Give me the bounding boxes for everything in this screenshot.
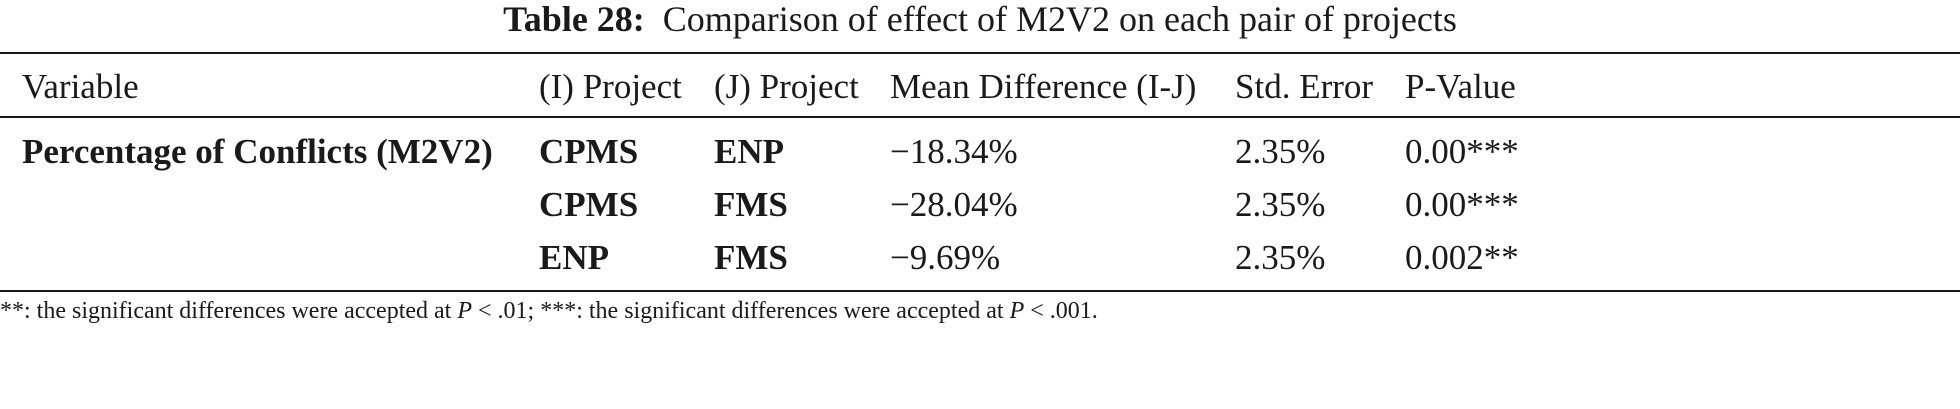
row-std-error: 2.35% bbox=[1235, 185, 1326, 224]
footnote-p-symbol-2: P bbox=[1009, 298, 1025, 324]
header-p-value: P-Value bbox=[1405, 67, 1516, 106]
header-variable: Variable bbox=[22, 67, 139, 106]
row-std-error: 2.35% bbox=[1235, 132, 1326, 171]
row-p-value: 0.00*** bbox=[1405, 132, 1519, 171]
row-p-value: 0.002** bbox=[1405, 238, 1519, 277]
table-caption-text: Comparison of effect of M2V2 on each pai… bbox=[662, 0, 1457, 39]
header-j-project: (J) Project bbox=[714, 67, 859, 106]
row-j-project: FMS bbox=[714, 238, 788, 277]
row-mean-difference: −18.34% bbox=[890, 132, 1018, 171]
header-i-project: (I) Project bbox=[539, 67, 682, 106]
header-std-error: Std. Error bbox=[1235, 67, 1374, 106]
row-mean-difference: −28.04% bbox=[890, 185, 1018, 224]
row-p-value: 0.00*** bbox=[1405, 185, 1519, 224]
row-i-project: CPMS bbox=[539, 132, 639, 171]
header-mean-difference: Mean Difference (I-J) bbox=[890, 67, 1197, 106]
table-caption: Table 28: Comparison of effect of M2V2 o… bbox=[0, 0, 1960, 38]
row-j-project: FMS bbox=[714, 185, 788, 224]
variable-name: Percentage of Conflicts (M2V2) bbox=[22, 132, 493, 171]
row-std-error: 2.35% bbox=[1235, 238, 1326, 277]
top-rule bbox=[0, 52, 1960, 54]
header-rule bbox=[0, 116, 1960, 118]
footnote-text-1: **: the significant differences were acc… bbox=[0, 298, 458, 324]
bottom-rule bbox=[0, 290, 1960, 292]
footnote-text-2: < .01; ***: the significant differences … bbox=[472, 298, 1010, 324]
row-i-project: ENP bbox=[539, 238, 609, 277]
row-mean-difference: −9.69% bbox=[890, 238, 1001, 277]
footnote-p-symbol-1: P bbox=[457, 298, 473, 324]
table-footnote: **: the significant differences were acc… bbox=[0, 296, 1098, 326]
footnote-text-3: < .001. bbox=[1024, 298, 1098, 324]
table-caption-label: Table 28: bbox=[503, 0, 645, 39]
row-i-project: CPMS bbox=[539, 185, 639, 224]
row-j-project: ENP bbox=[714, 132, 784, 171]
